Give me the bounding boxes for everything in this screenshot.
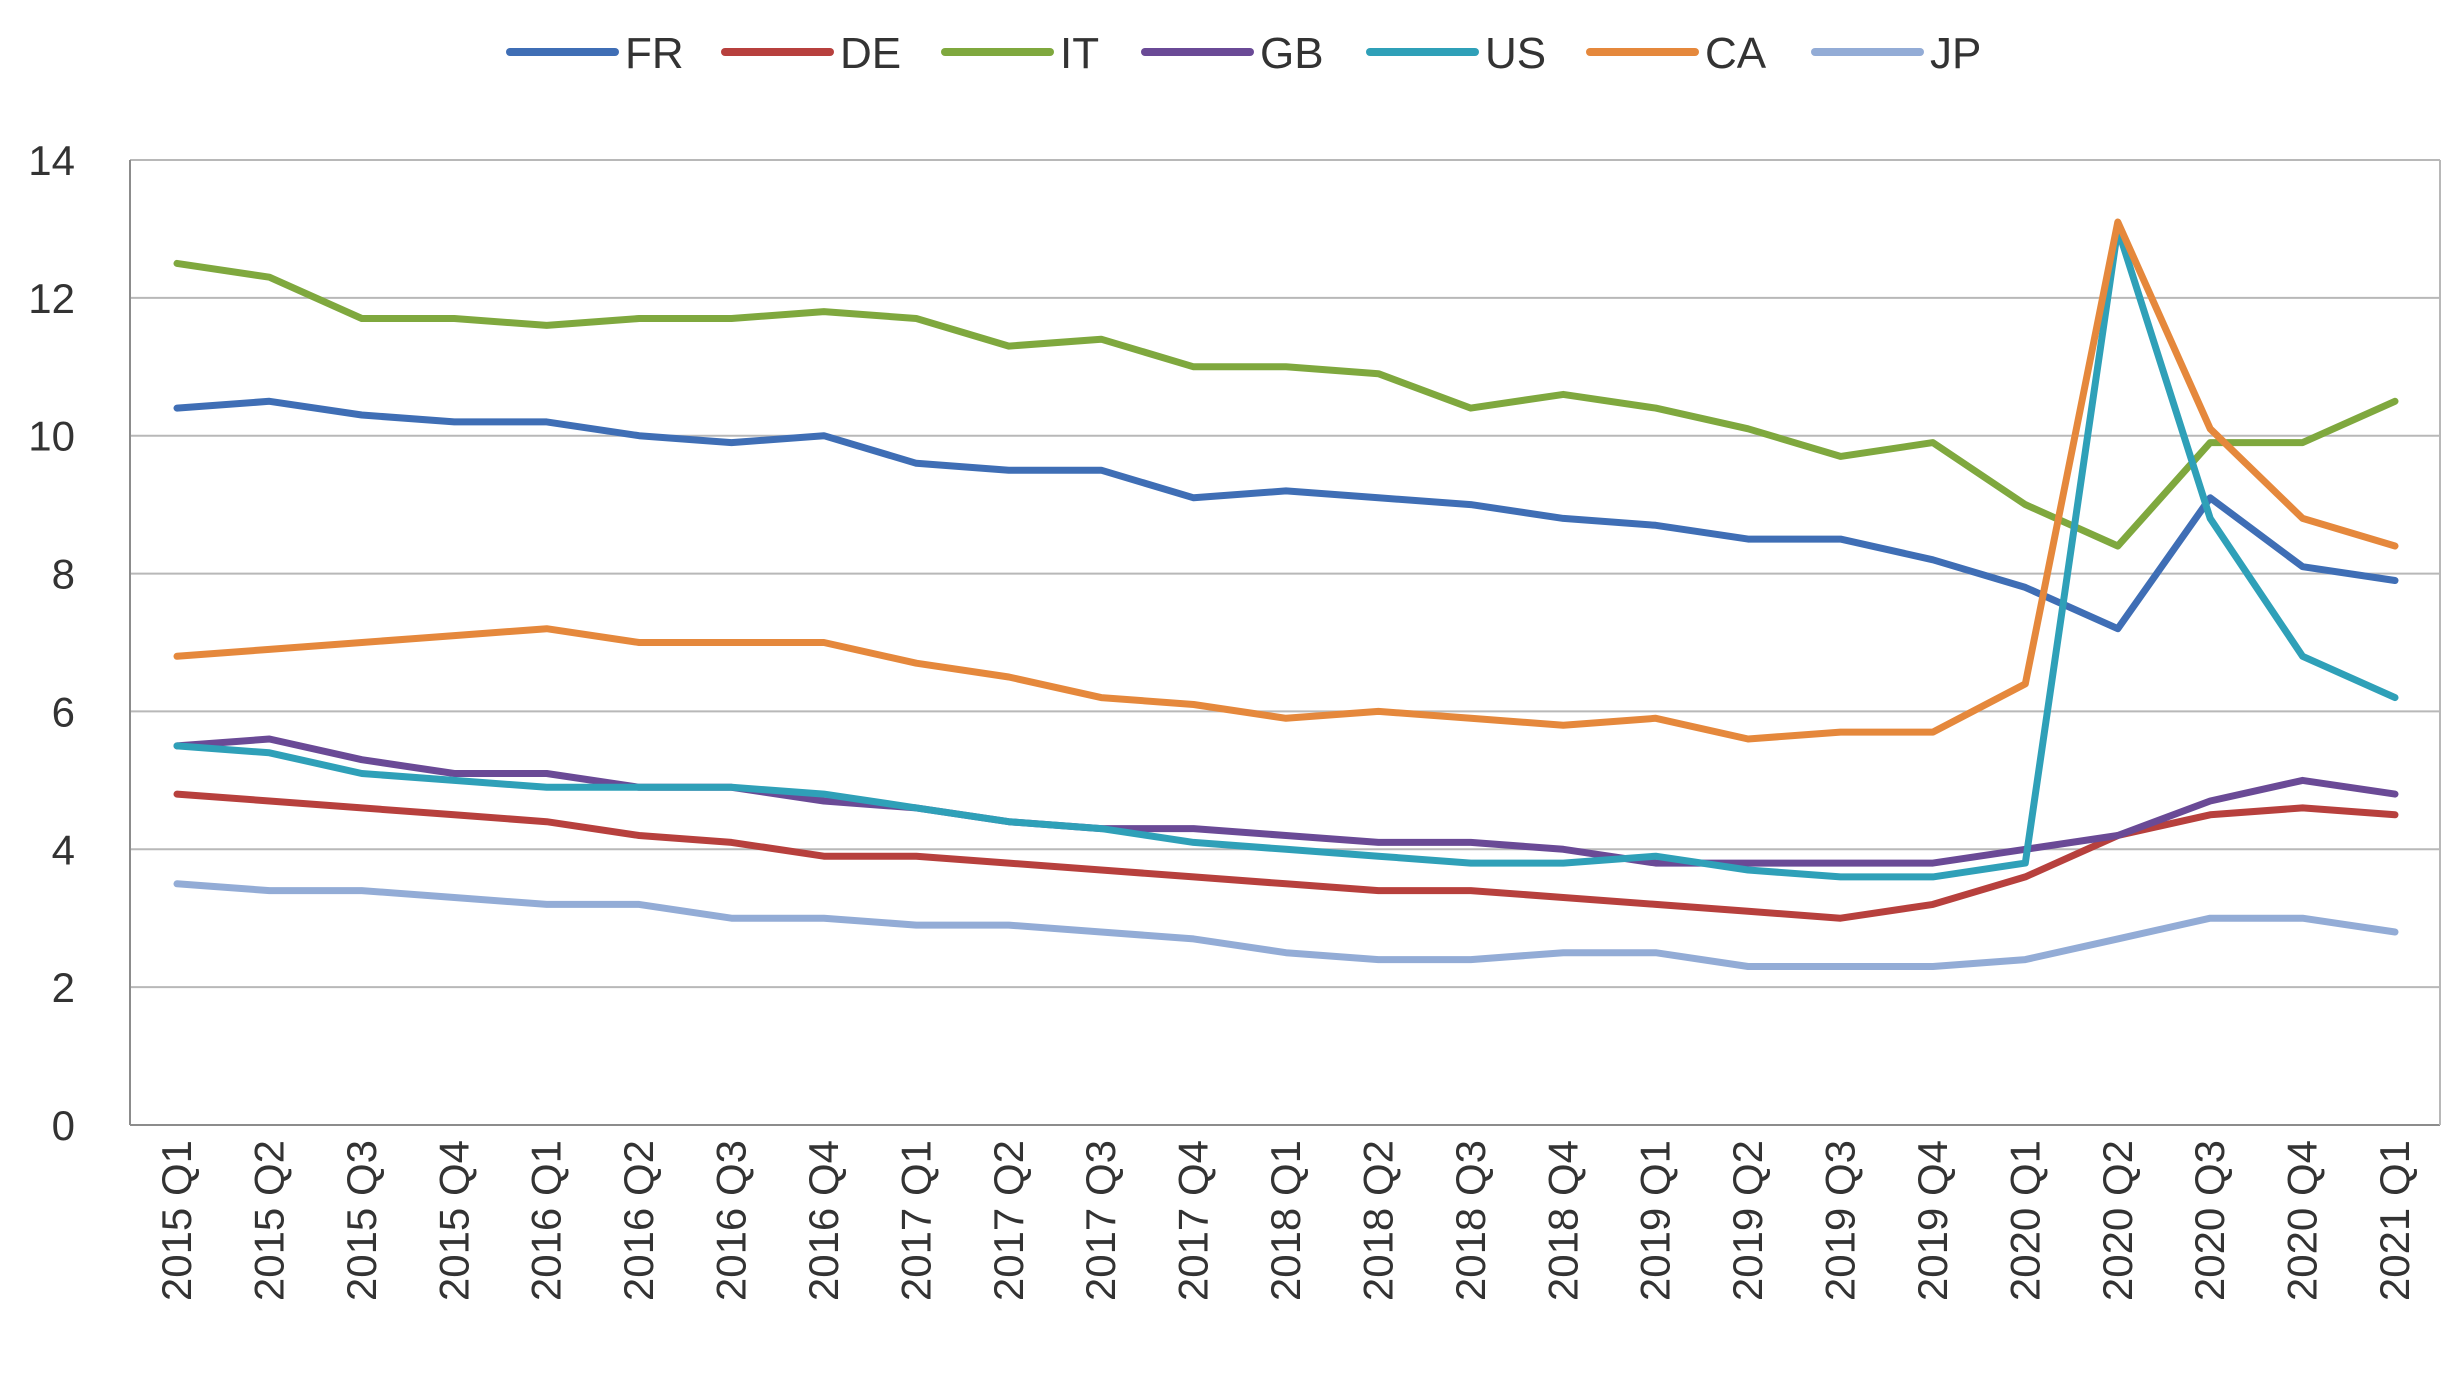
y-tick-label: 0 (52, 1102, 75, 1149)
legend-label-fr: FR (625, 29, 684, 78)
x-tick-label: 2015 Q4 (430, 1140, 477, 1301)
x-tick-label: 2018 Q1 (1262, 1140, 1309, 1301)
x-tick-label: 2020 Q3 (2186, 1140, 2233, 1301)
y-tick-label: 14 (28, 137, 75, 184)
y-tick-label: 2 (52, 964, 75, 1011)
x-tick-label: 2017 Q4 (1170, 1140, 1217, 1301)
legend-label-de: DE (840, 29, 901, 78)
series-lines (173, 218, 2399, 970)
x-tick-label: 2018 Q4 (1539, 1140, 1586, 1301)
x-tick-label: 2016 Q2 (615, 1140, 662, 1301)
y-tick-label: 8 (52, 551, 75, 598)
x-tick-label: 2021 Q1 (2371, 1140, 2418, 1301)
series-line-jp (173, 880, 2399, 970)
y-tick-label: 4 (52, 826, 75, 873)
legend-label-ca: CA (1705, 29, 1767, 78)
x-tick-label: 2016 Q1 (523, 1140, 570, 1301)
legend-label-jp: JP (1930, 29, 1981, 78)
x-tick-label: 2019 Q2 (1724, 1140, 1771, 1301)
x-tick-label: 2016 Q4 (800, 1140, 847, 1301)
axes (129, 160, 2441, 1126)
legend: FR DE IT GB US CA JP (506, 29, 1981, 78)
x-tick-label: 2015 Q2 (245, 1140, 292, 1301)
y-axis-ticks: 0 2 4 6 8 10 12 14 (28, 137, 75, 1149)
y-tick-label: 10 (28, 413, 75, 460)
series-line-ca (173, 218, 2399, 743)
series-line-gb (173, 735, 2399, 867)
x-tick-label: 2015 Q1 (153, 1140, 200, 1301)
x-tick-label: 2019 Q1 (1632, 1140, 1679, 1301)
y-tick-label: 12 (28, 275, 75, 322)
x-tick-label: 2020 Q1 (2001, 1140, 2048, 1301)
y-tick-label: 6 (52, 688, 75, 735)
x-tick-label: 2018 Q2 (1354, 1140, 1401, 1301)
series-line-de (173, 790, 2399, 922)
x-tick-label: 2017 Q3 (1077, 1140, 1124, 1301)
x-axis-ticks: 2015 Q1 2015 Q2 2015 Q3 2015 Q4 2016 Q1 2016 … (153, 1140, 2418, 1301)
x-tick-label: 2017 Q1 (892, 1140, 939, 1301)
x-tick-label: 2015 Q3 (338, 1140, 385, 1301)
x-tick-label: 2018 Q3 (1447, 1140, 1494, 1301)
x-tick-label: 2020 Q2 (2094, 1140, 2141, 1301)
series-line-it (173, 259, 2399, 550)
gridlines (130, 159, 2440, 989)
x-tick-label: 2016 Q3 (708, 1140, 755, 1301)
x-tick-label: 2019 Q4 (1909, 1140, 1956, 1301)
legend-label-gb: GB (1260, 29, 1324, 78)
x-tick-label: 2017 Q2 (985, 1140, 1032, 1301)
legend-label-it: IT (1060, 29, 1099, 78)
x-tick-label: 2020 Q4 (2279, 1140, 2326, 1301)
series-line-us (173, 225, 2399, 881)
legend-label-us: US (1485, 29, 1546, 78)
series-line-fr (173, 397, 2399, 633)
x-tick-label: 2019 Q3 (1817, 1140, 1864, 1301)
